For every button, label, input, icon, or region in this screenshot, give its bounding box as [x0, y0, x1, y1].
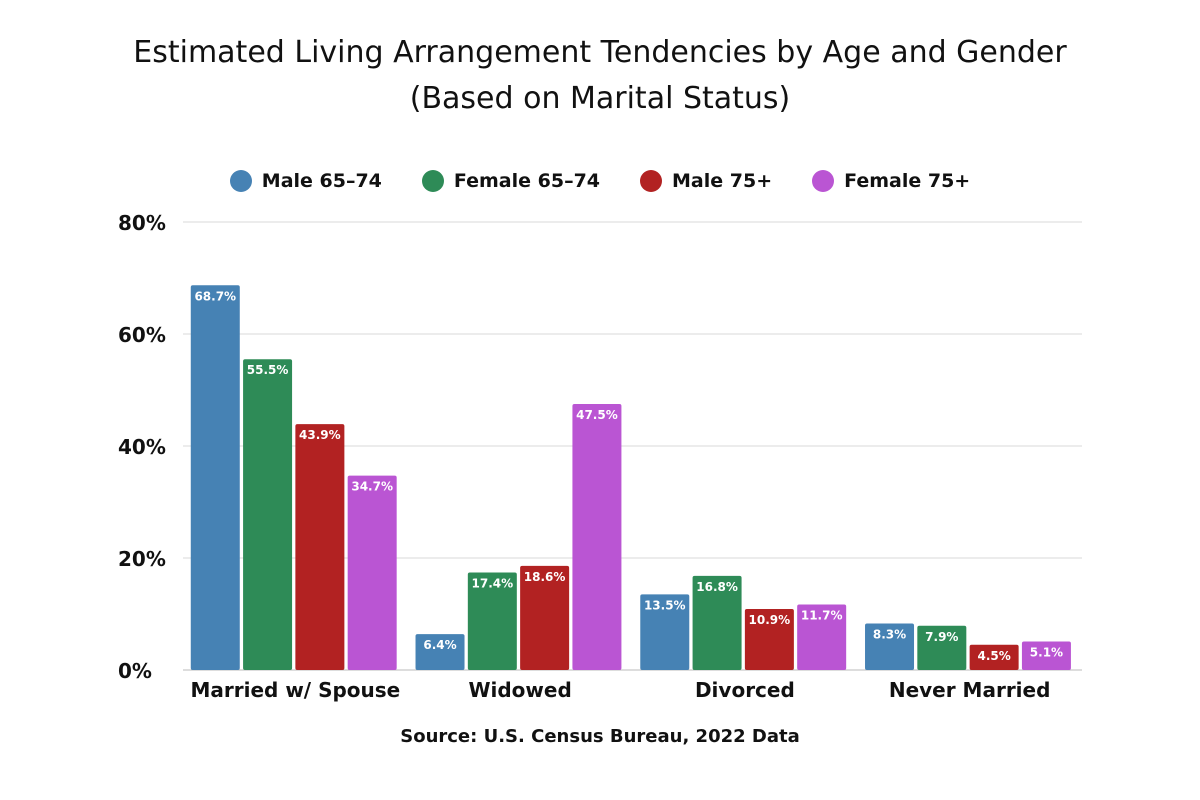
bar: [692, 575, 742, 670]
legend-item-female-75-plus: Female 75+: [812, 170, 970, 192]
bar-value-label: 43.9%: [299, 428, 341, 442]
legend-label: Female 75+: [844, 170, 971, 192]
bar-value-label: 13.5%: [644, 598, 686, 612]
legend-swatch: [812, 170, 835, 192]
bar: [572, 404, 622, 670]
bar-value-label: 16.8%: [696, 580, 738, 594]
legend-swatch: [421, 170, 444, 192]
y-tick-label: 40%: [118, 435, 166, 459]
bar-value-label: 34.7%: [351, 480, 393, 494]
bar-value-label: 18.6%: [524, 570, 566, 584]
bar: [744, 608, 794, 670]
x-tick-label: Divorced: [695, 678, 795, 702]
legend-swatch: [229, 170, 252, 192]
x-tick-label: Widowed: [468, 678, 571, 702]
bar: [640, 594, 690, 670]
legend-item-male-75-plus: Male 75+: [640, 170, 772, 192]
bar-value-label: 17.4%: [472, 577, 514, 591]
bar: [865, 623, 915, 670]
bar: [243, 359, 293, 670]
legend-swatch: [640, 170, 663, 192]
bar: [1021, 641, 1071, 670]
bar: [347, 475, 397, 670]
legend-label: Female 65–74: [453, 170, 601, 192]
x-tick-label: Married w/ Spouse: [191, 678, 401, 702]
bar-value-label: 68.7%: [194, 289, 236, 303]
bar: [520, 565, 570, 670]
legend-item-female-65-74: Female 65–74: [421, 170, 601, 192]
bar: [797, 604, 847, 670]
bar-value-label: 47.5%: [576, 408, 618, 422]
bar: [415, 634, 465, 670]
bar-value-label: 8.3%: [873, 628, 906, 642]
bar: [917, 625, 967, 670]
x-tick-label: Never Married: [889, 678, 1051, 702]
bar-value-label: 10.9%: [749, 613, 791, 627]
bar-value-label: 6.4%: [423, 638, 456, 652]
y-tick-label: 60%: [118, 323, 166, 347]
y-tick-label: 0%: [118, 659, 152, 683]
bar-value-label: 7.9%: [925, 630, 958, 644]
chart-subtitle: (Based on Marital Status): [409, 81, 791, 116]
bar-value-label: 11.7%: [801, 608, 843, 622]
bar-value-label: 5.1%: [1030, 645, 1063, 659]
y-tick-label: 20%: [118, 547, 166, 571]
bar-value-label: 4.5%: [977, 649, 1010, 663]
y-tick-label: 80%: [118, 211, 166, 235]
source-note: Source: U.S. Census Bureau, 2022 Data: [400, 726, 800, 747]
chart-title: Estimated Living Arrangement Tendencies …: [133, 35, 1067, 70]
legend-item-male-65-74: Male 65–74: [229, 170, 382, 192]
bar: [190, 285, 240, 670]
bar: [467, 572, 517, 670]
bar-value-label: 55.5%: [247, 363, 289, 377]
bar: [295, 424, 345, 670]
bar: [969, 644, 1019, 670]
legend-label: Male 75+: [672, 170, 773, 192]
legend-label: Male 65–74: [261, 170, 382, 192]
legend: Male 65–74 Female 65–74 Male 75+ Female …: [0, 170, 1200, 192]
